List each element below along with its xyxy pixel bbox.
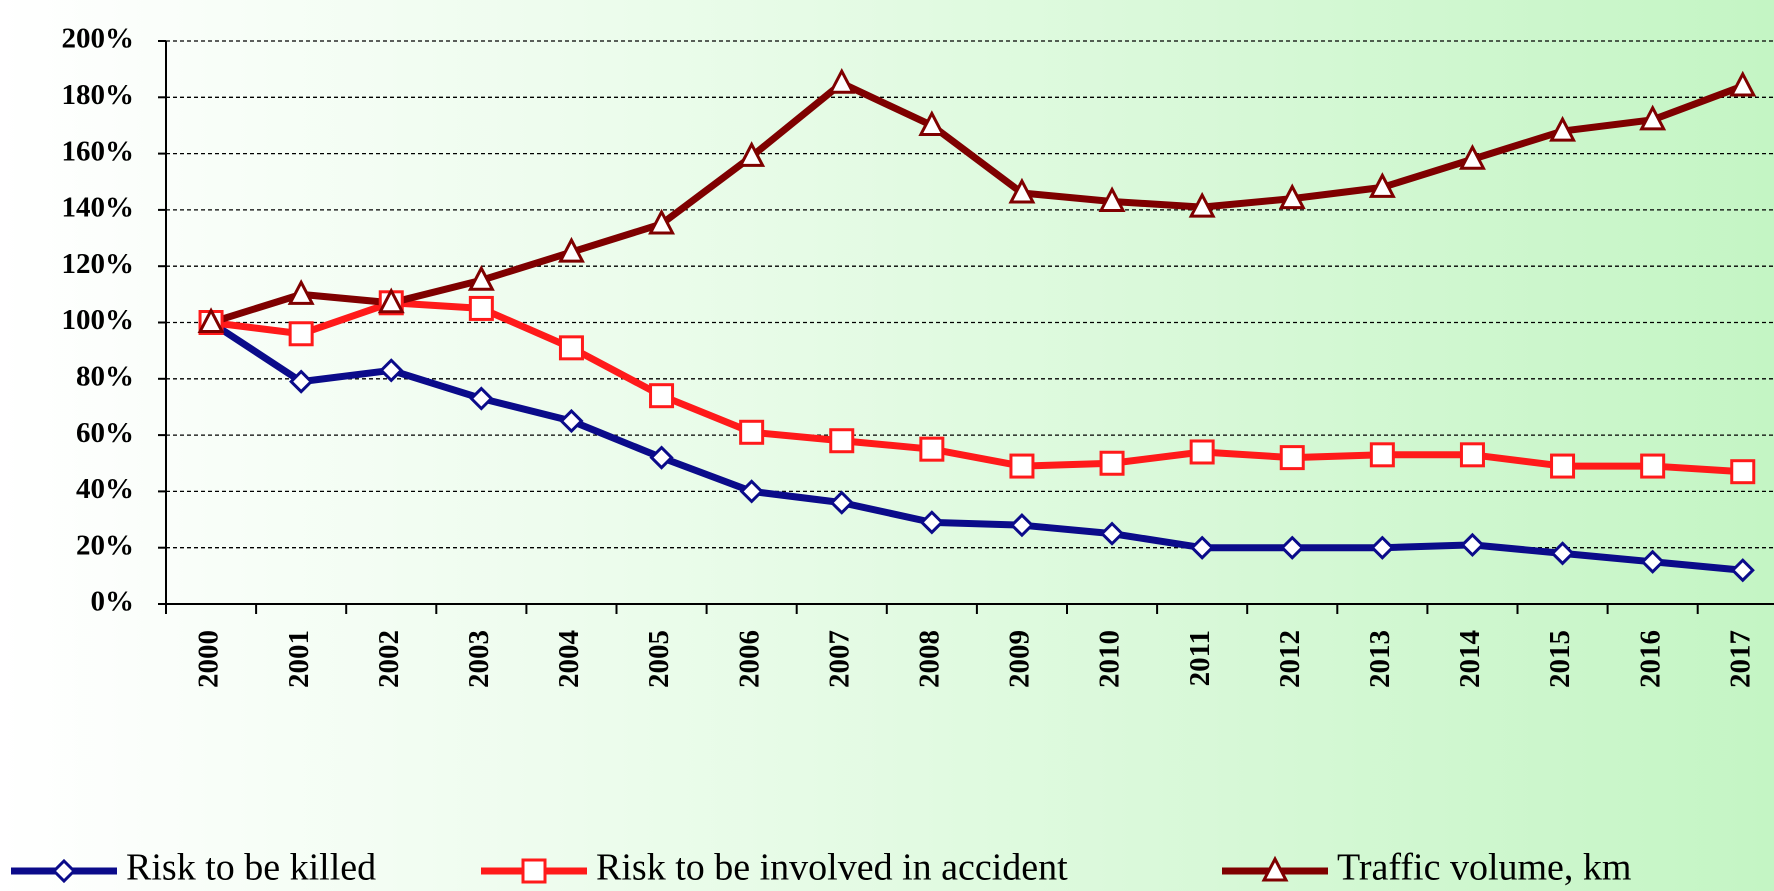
marker xyxy=(1190,535,1215,560)
marker xyxy=(1279,445,1305,471)
marker xyxy=(1008,177,1036,204)
x-tick-label: 2008 xyxy=(914,630,946,688)
series-line xyxy=(210,79,1744,326)
y-tick-label: 200% xyxy=(62,23,135,55)
x-tick-label: 2013 xyxy=(1364,630,1396,688)
x-tick-label: 2014 xyxy=(1454,630,1486,688)
marker xyxy=(377,287,405,314)
legend-marker xyxy=(51,858,77,884)
marker xyxy=(1729,70,1757,97)
marker xyxy=(467,265,495,291)
marker xyxy=(1550,541,1575,566)
marker xyxy=(1639,104,1667,131)
y-tick-label: 0% xyxy=(91,586,135,618)
marker xyxy=(1368,172,1396,198)
legend-label: Traffic volume, km xyxy=(1337,847,1631,889)
y-tick-label: 160% xyxy=(62,135,135,167)
y-tick-label: 100% xyxy=(62,304,135,336)
legend-label: Risk to be killed xyxy=(126,847,376,889)
marker xyxy=(469,386,494,411)
marker xyxy=(649,383,675,409)
marker xyxy=(287,279,315,305)
marker xyxy=(1009,513,1035,538)
x-tick-label: 2001 xyxy=(283,630,315,688)
y-tick-label: 140% xyxy=(62,192,135,224)
marker xyxy=(558,335,584,361)
x-tick-label: 2003 xyxy=(463,630,495,688)
marker xyxy=(1640,453,1666,479)
marker xyxy=(1459,442,1485,468)
marker xyxy=(829,428,855,454)
marker xyxy=(1098,186,1126,212)
x-tick-label: 2007 xyxy=(823,630,855,688)
marker xyxy=(1099,450,1125,476)
marker xyxy=(468,295,494,321)
x-tick-label: 2010 xyxy=(1094,630,1126,688)
marker xyxy=(1369,442,1395,468)
marker xyxy=(1099,521,1125,546)
x-tick-label: 2017 xyxy=(1724,630,1756,688)
marker xyxy=(919,510,944,535)
x-tick-label: 2005 xyxy=(643,630,675,688)
y-tick-label: 120% xyxy=(62,248,135,280)
x-tick-label: 2004 xyxy=(553,630,585,688)
marker xyxy=(1550,453,1576,479)
x-tick-label: 2002 xyxy=(373,630,405,688)
marker xyxy=(648,208,676,235)
legend-label: Risk to be involved in accident xyxy=(596,847,1068,889)
marker xyxy=(1640,549,1665,574)
marker xyxy=(919,436,945,462)
x-tick-label: 2012 xyxy=(1274,630,1306,688)
marker xyxy=(1189,439,1215,465)
y-tick-label: 60% xyxy=(76,417,134,449)
marker xyxy=(1549,115,1577,142)
x-tick-label: 2009 xyxy=(1004,630,1036,688)
y-tick-label: 20% xyxy=(76,529,134,561)
marker xyxy=(1280,535,1305,560)
series-line xyxy=(210,299,1743,476)
y-tick-label: 80% xyxy=(76,360,134,392)
legend-marker xyxy=(521,858,547,884)
x-tick-label: 2011 xyxy=(1184,630,1216,686)
x-tick-label: 2006 xyxy=(733,630,765,688)
series-line xyxy=(209,319,1744,574)
x-tick-label: 2015 xyxy=(1544,630,1576,688)
marker xyxy=(649,445,674,470)
marker xyxy=(738,141,766,167)
legend-marker xyxy=(1261,855,1289,882)
marker xyxy=(1370,535,1395,560)
marker xyxy=(1458,143,1486,170)
marker xyxy=(828,67,856,94)
marker xyxy=(1188,191,1216,218)
marker xyxy=(1730,459,1756,485)
marker xyxy=(1730,558,1755,583)
marker xyxy=(289,369,314,394)
y-tick-label: 180% xyxy=(62,79,135,111)
x-tick-label: 2016 xyxy=(1634,630,1666,688)
marker xyxy=(1278,183,1306,210)
marker xyxy=(288,321,314,347)
marker xyxy=(1460,532,1485,558)
marker xyxy=(559,408,584,434)
marker xyxy=(739,479,764,504)
marker xyxy=(1009,453,1035,479)
y-tick-label: 40% xyxy=(76,473,134,505)
marker xyxy=(829,490,854,515)
marker xyxy=(379,358,404,383)
marker xyxy=(739,419,765,445)
marker xyxy=(557,236,585,263)
x-tick-label: 2000 xyxy=(193,630,225,688)
marker xyxy=(197,307,225,333)
marker xyxy=(918,110,946,136)
